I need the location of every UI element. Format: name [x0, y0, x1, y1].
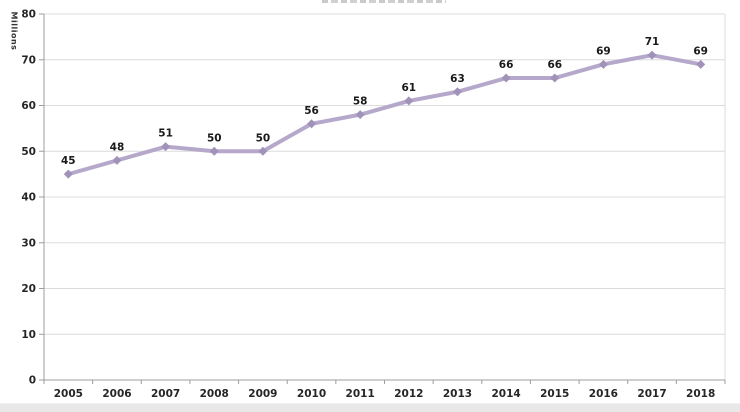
y-tick-label: 40 — [21, 192, 36, 204]
x-tick-label: 2015 — [540, 388, 569, 400]
data-point-marker — [696, 59, 706, 69]
y-tick-label: 60 — [21, 100, 36, 112]
data-point-marker — [63, 169, 73, 179]
x-tick-label: 2013 — [443, 388, 472, 400]
y-tick-label: 70 — [21, 54, 36, 66]
bottom-strip — [0, 403, 740, 412]
data-label: 66 — [499, 59, 514, 71]
data-point-marker — [161, 142, 171, 152]
data-label: 63 — [450, 73, 465, 85]
data-label: 71 — [645, 36, 660, 48]
data-label: 66 — [547, 59, 562, 71]
data-label: 48 — [110, 141, 125, 153]
data-label: 58 — [353, 96, 368, 108]
y-tick-label: 30 — [21, 237, 36, 249]
x-tick-label: 2011 — [346, 388, 375, 400]
data-label: 45 — [61, 155, 76, 167]
data-point-marker — [307, 119, 317, 129]
data-point-marker — [112, 155, 122, 165]
data-label: 56 — [304, 105, 319, 117]
x-tick-label: 2017 — [637, 388, 666, 400]
data-point-marker — [258, 146, 268, 156]
y-tick-label: 20 — [21, 283, 36, 295]
data-point-marker — [550, 73, 560, 83]
y-tick-label: 50 — [21, 146, 36, 158]
data-label: 61 — [402, 82, 417, 94]
x-tick-label: 2014 — [491, 388, 520, 400]
y-tick-label: 10 — [21, 329, 36, 341]
data-line — [66, 53, 703, 177]
data-point-marker — [501, 73, 511, 83]
x-tick-label: 2006 — [102, 388, 131, 400]
data-label: 50 — [207, 132, 222, 144]
data-label: 69 — [693, 45, 708, 57]
cropped-title-fragment — [322, 0, 446, 3]
x-tick-label: 2018 — [686, 388, 715, 400]
x-tick-label: 2008 — [200, 388, 229, 400]
data-point-marker — [598, 59, 608, 69]
data-point-marker — [452, 87, 462, 97]
data-point-marker — [404, 96, 414, 106]
data-label: 51 — [158, 128, 173, 140]
x-tick-label: 2012 — [394, 388, 423, 400]
x-tick-label: 2010 — [297, 388, 326, 400]
y-tick-label: 0 — [29, 375, 36, 387]
data-point-marker — [209, 146, 219, 156]
x-tick-label: 2007 — [151, 388, 180, 400]
y-tick-label: 80 — [21, 9, 36, 21]
x-tick-label: 2009 — [248, 388, 277, 400]
data-point-marker — [647, 50, 657, 60]
x-tick-label: 2016 — [589, 388, 618, 400]
data-label: 69 — [596, 45, 611, 57]
x-tick-label: 2005 — [54, 388, 83, 400]
data-label: 50 — [256, 132, 271, 144]
data-point-marker — [355, 110, 365, 120]
